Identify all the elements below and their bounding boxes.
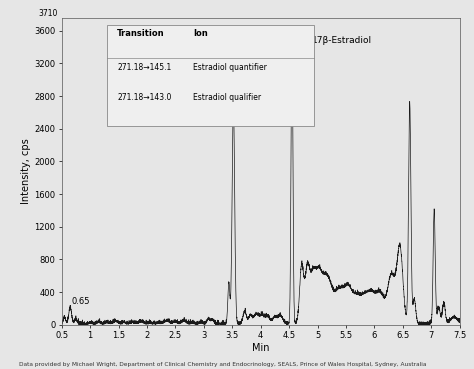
- Y-axis label: Intensity, cps: Intensity, cps: [21, 139, 31, 204]
- X-axis label: Min: Min: [252, 343, 269, 353]
- Text: 0.65: 0.65: [72, 297, 91, 306]
- Text: Ion: Ion: [193, 29, 208, 38]
- Text: Estradiol qualifier: Estradiol qualifier: [193, 93, 261, 103]
- Text: 17β-Estradiol: 17β-Estradiol: [296, 33, 372, 45]
- Text: Estradiol quantifier: Estradiol quantifier: [193, 63, 267, 72]
- Text: 271.18→143.0: 271.18→143.0: [118, 93, 172, 103]
- Text: 271.18→145.1: 271.18→145.1: [118, 63, 172, 72]
- Text: 3710: 3710: [38, 10, 58, 18]
- FancyBboxPatch shape: [108, 25, 314, 126]
- Text: Data provided by Michael Wright, Department of Clinical Chemistry and Endocrinol: Data provided by Michael Wright, Departm…: [19, 362, 427, 367]
- Text: Transition: Transition: [118, 29, 165, 38]
